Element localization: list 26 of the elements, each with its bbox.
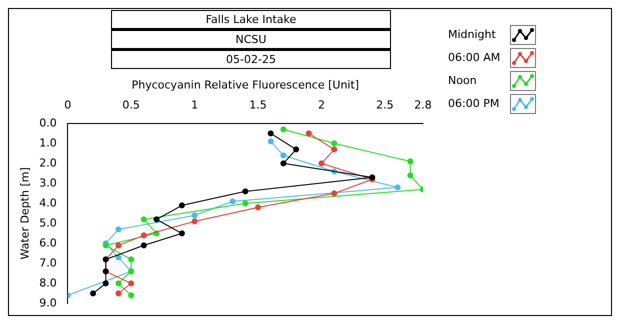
x-tick-label: 2.8 (414, 98, 432, 112)
chart-subtitle: NCSU (111, 29, 391, 49)
y-tick-label: 0.0 (39, 116, 57, 130)
y-tick-label: 2.0 (39, 156, 57, 170)
x-tick-label: 2 (318, 98, 325, 112)
chart-title: Falls Lake Intake (111, 10, 391, 29)
y-tick-label: 3.0 (39, 176, 57, 190)
y-tick-label: 6.0 (39, 236, 57, 250)
y-tick-label: 7.0 (39, 256, 57, 270)
y-tick-label: 4.0 (39, 196, 57, 210)
x-tick-label: 2.5 (376, 98, 394, 112)
text: 05-02-25 (111, 49, 391, 69)
x-tick-label: 0.5 (122, 98, 140, 112)
y-tick-label: 5.0 (39, 216, 57, 230)
y-tick-label: 8.0 (39, 276, 57, 290)
x-tick-label: 0 (64, 98, 72, 112)
x-tick-label: 1.5 (249, 98, 267, 112)
y-tick-label: 1.0 (39, 136, 57, 150)
text: Noon (448, 74, 478, 87)
legend-label: 06:00 AM (448, 51, 502, 64)
legend-label: 06:00 PM (448, 97, 500, 110)
y-tick-label: 9.0 (39, 296, 57, 310)
x-axis-title: Phycocyanin Relative Fluorescence [Unit] (132, 78, 360, 92)
legend-label: Midnight (448, 28, 497, 41)
x-tick-label: 1 (191, 98, 198, 112)
y-axis-title: Water Depth [m] (18, 167, 32, 260)
